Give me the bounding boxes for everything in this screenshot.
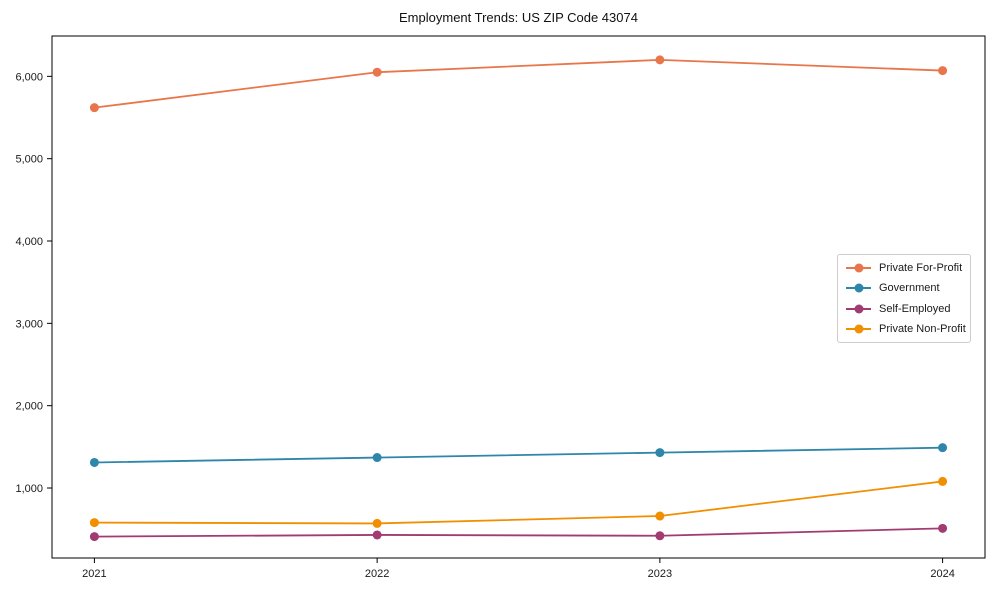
x-tick-label: 2022 — [365, 568, 389, 580]
legend-entry-private-non-profit: Private Non-Profit — [846, 323, 966, 335]
data-point-self-employed — [938, 523, 948, 533]
plot-frame — [51, 35, 986, 559]
y-tick-label: 1,000 — [15, 483, 43, 495]
data-point-self-employed — [372, 530, 382, 540]
legend-dot-icon — [854, 304, 863, 314]
series-line-government — [94, 446, 943, 464]
data-point-government — [938, 443, 948, 453]
legend-marker-icon — [846, 283, 871, 293]
y-tick-label: 4,000 — [15, 236, 43, 248]
data-point-private-for-profit — [938, 66, 948, 76]
data-point-private-non-profit — [89, 518, 99, 528]
legend-marker-icon — [846, 304, 871, 314]
x-tick-label: 2021 — [82, 568, 106, 580]
data-point-self-employed — [655, 531, 665, 541]
legend-label: Private For-Profit — [879, 262, 963, 274]
legend: Private For-Profit Government Self-Employe… — [837, 254, 971, 343]
data-point-government — [89, 457, 99, 467]
legend-marker-icon — [846, 324, 871, 334]
series-line-self-employed — [94, 527, 943, 538]
y-tick-label: 2,000 — [15, 401, 43, 413]
legend-entry-self-employed: Self-Employed — [846, 303, 962, 315]
y-tick-label: 3,000 — [15, 318, 43, 330]
data-point-private-non-profit — [372, 518, 382, 528]
x-tick-label: 2023 — [648, 568, 672, 580]
data-point-private-for-profit — [655, 55, 665, 65]
data-point-private-non-profit — [655, 511, 665, 521]
legend-label: Self-Employed — [879, 302, 951, 315]
legend-label: Private Non-Profit — [879, 322, 966, 335]
legend-entry-private-for-profit: Private For-Profit — [846, 262, 962, 274]
x-tick-label: 2024 — [930, 568, 954, 580]
data-point-government — [372, 453, 382, 463]
legend-dot-icon — [854, 263, 863, 273]
series-line-private-for-profit — [94, 58, 943, 109]
legend-dot-icon — [854, 324, 863, 334]
legend-dot-icon — [854, 283, 863, 293]
legend-entry-government: Government — [846, 282, 962, 294]
legend-label: Government — [879, 282, 940, 295]
data-point-private-for-profit — [89, 103, 99, 113]
data-point-private-non-profit — [938, 476, 948, 486]
series-line-private-non-profit — [94, 480, 943, 525]
data-point-self-employed — [89, 532, 99, 542]
data-point-government — [655, 448, 665, 458]
chart-title: Employment Trends: US ZIP Code 43074 — [399, 10, 638, 25]
y-tick-label: 5,000 — [15, 154, 43, 166]
legend-marker-icon — [846, 263, 871, 273]
y-tick-label: 6,000 — [15, 71, 43, 83]
data-point-private-for-profit — [372, 67, 382, 77]
